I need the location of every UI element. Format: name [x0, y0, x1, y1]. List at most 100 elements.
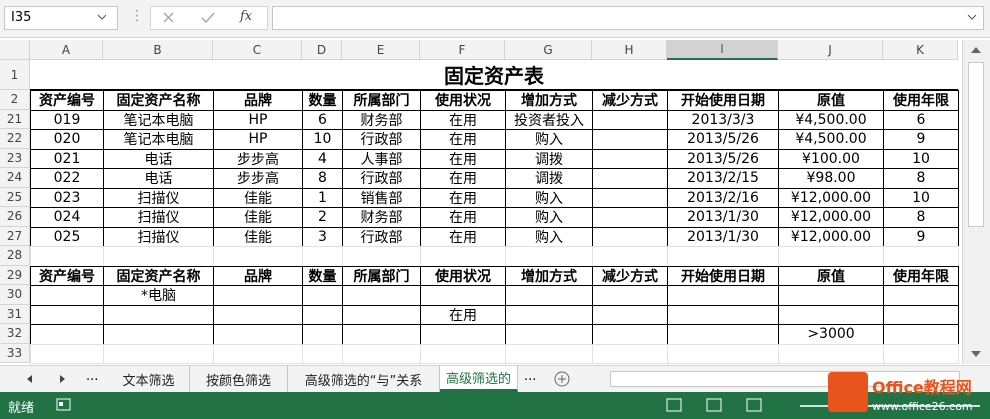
cell[interactable]: 在用 — [420, 304, 506, 325]
header-cell[interactable]: 使用年限 — [883, 90, 959, 111]
empty-cell[interactable] — [103, 343, 214, 364]
empty-cell[interactable] — [778, 304, 884, 325]
cell[interactable]: 调拨 — [505, 168, 593, 189]
empty-cell[interactable] — [302, 285, 343, 306]
cell[interactable]: 在用 — [420, 109, 506, 130]
cell[interactable]: 2013/3/3 — [667, 109, 779, 130]
empty-cell[interactable] — [505, 285, 593, 306]
cell[interactable]: 9 — [883, 129, 959, 150]
column-header[interactable]: E — [342, 40, 420, 60]
scroll-down[interactable] — [968, 348, 984, 360]
empty-cell[interactable] — [883, 246, 959, 267]
cell[interactable]: 步步高 — [213, 148, 303, 169]
row-header[interactable]: 31 — [0, 304, 30, 324]
cell[interactable]: 3 — [302, 226, 343, 247]
empty-cell[interactable] — [505, 343, 593, 364]
empty-cell[interactable] — [342, 246, 421, 267]
cell[interactable]: 笔记本电脑 — [103, 109, 214, 130]
cell[interactable]: 扫描仪 — [103, 187, 214, 208]
empty-cell[interactable] — [667, 246, 779, 267]
empty-cell[interactable] — [342, 343, 421, 364]
cell[interactable]: 在用 — [420, 168, 506, 189]
header-cell[interactable]: 减少方式 — [592, 90, 668, 111]
row-header[interactable]: 24 — [0, 168, 30, 188]
cell[interactable]: 扫描仪 — [103, 226, 214, 247]
empty-cell[interactable] — [778, 246, 884, 267]
cell[interactable]: 电话 — [103, 168, 214, 189]
cell[interactable]: 021 — [30, 148, 104, 169]
cell[interactable]: 电话 — [103, 148, 214, 169]
cell[interactable]: 6 — [302, 109, 343, 130]
row-header[interactable]: 29 — [0, 265, 30, 285]
cell[interactable]: 9 — [883, 226, 959, 247]
cancel-enter-icons[interactable] — [160, 10, 240, 26]
cell[interactable]: ¥4,500.00 — [778, 129, 884, 150]
expand-formula[interactable] — [966, 12, 978, 22]
empty-cell[interactable] — [103, 246, 214, 267]
empty-cell[interactable] — [667, 343, 779, 364]
cell[interactable]: ¥4,500.00 — [778, 109, 884, 130]
sheet-tab[interactable]: 高级筛选的 — [440, 366, 518, 392]
cell[interactable]: ¥12,000.00 — [778, 207, 884, 228]
cell[interactable]: 在用 — [420, 187, 506, 208]
empty-cell[interactable] — [592, 129, 668, 150]
cell[interactable]: 024 — [30, 207, 104, 228]
row-header[interactable]: 32 — [0, 324, 30, 344]
macro-icon[interactable] — [56, 398, 72, 412]
empty-cell[interactable] — [420, 285, 506, 306]
header-cell[interactable]: 数量 — [302, 265, 343, 286]
header-cell[interactable]: 资产编号 — [30, 90, 104, 111]
column-header[interactable]: C — [213, 40, 302, 60]
empty-cell[interactable] — [883, 285, 959, 306]
cell[interactable]: 购入 — [505, 207, 593, 228]
tab-overflow-right[interactable]: ... — [524, 369, 537, 384]
empty-cell[interactable] — [30, 285, 104, 306]
cell[interactable]: 4 — [302, 148, 343, 169]
row-header[interactable]: 28 — [0, 246, 30, 266]
cell[interactable]: 2013/2/16 — [667, 187, 779, 208]
cell[interactable]: 购入 — [505, 129, 593, 150]
column-header[interactable]: A — [30, 40, 103, 60]
cell[interactable]: 佳能 — [213, 187, 303, 208]
empty-cell[interactable] — [342, 304, 421, 325]
empty-cell[interactable] — [592, 343, 668, 364]
empty-cell[interactable] — [505, 324, 593, 345]
column-header[interactable]: G — [505, 40, 592, 60]
empty-cell[interactable] — [667, 324, 779, 345]
header-cell[interactable]: 品牌 — [213, 90, 303, 111]
name-box-dropdown[interactable] — [96, 12, 108, 22]
column-header[interactable]: K — [883, 40, 958, 60]
cell[interactable]: ¥98.00 — [778, 168, 884, 189]
empty-cell[interactable] — [302, 246, 343, 267]
column-header[interactable]: B — [103, 40, 213, 60]
empty-cell[interactable] — [302, 304, 343, 325]
empty-cell[interactable] — [342, 324, 421, 345]
cell[interactable]: 022 — [30, 168, 104, 189]
column-header[interactable]: J — [778, 40, 883, 60]
empty-cell[interactable] — [592, 304, 668, 325]
column-header[interactable]: D — [302, 40, 342, 60]
cell[interactable]: 购入 — [505, 226, 593, 247]
cell[interactable]: 8 — [883, 207, 959, 228]
cell[interactable]: 行政部 — [342, 168, 421, 189]
cell[interactable]: 在用 — [420, 129, 506, 150]
cell[interactable]: 1 — [302, 187, 343, 208]
row-header[interactable]: 23 — [0, 148, 30, 168]
cell[interactable]: 购入 — [505, 187, 593, 208]
cell[interactable]: 佳能 — [213, 226, 303, 247]
row-header[interactable]: 33 — [0, 343, 30, 363]
empty-cell[interactable] — [213, 343, 303, 364]
header-cell[interactable]: 原值 — [778, 265, 884, 286]
cell[interactable]: 行政部 — [342, 226, 421, 247]
cell[interactable]: 在用 — [420, 207, 506, 228]
empty-cell[interactable] — [592, 285, 668, 306]
header-cell[interactable]: 资产编号 — [30, 265, 104, 286]
header-cell[interactable]: 开始使用日期 — [667, 265, 779, 286]
empty-cell[interactable] — [883, 324, 959, 345]
row-header[interactable]: 27 — [0, 226, 30, 246]
cell[interactable]: 2 — [302, 207, 343, 228]
cell[interactable]: 2013/5/26 — [667, 148, 779, 169]
empty-cell[interactable] — [213, 285, 303, 306]
header-cell[interactable]: 固定资产名称 — [103, 90, 214, 111]
scroll-thumb[interactable] — [968, 62, 984, 227]
